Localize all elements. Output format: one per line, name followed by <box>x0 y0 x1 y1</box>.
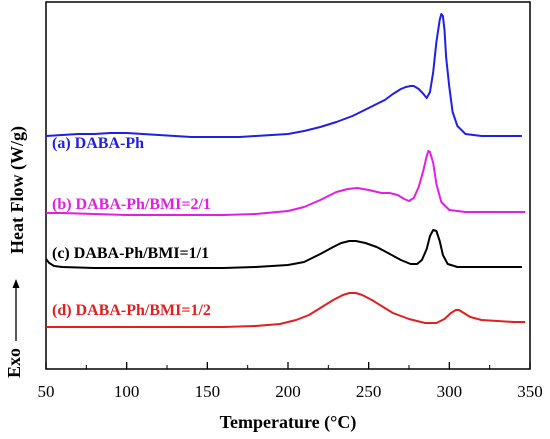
x-axis-title: Temperature (°C) <box>220 412 357 433</box>
x-tick-label-150: 150 <box>195 382 221 401</box>
series-labels: (a) DABA-Ph (b) DABA-Ph/BMI=2/1 (c) DABA-P… <box>52 135 211 319</box>
series-label-2: (c) DABA-Ph/BMI=1/1 <box>52 245 209 262</box>
series-label-3: (d) DABA-Ph/BMI=1/2 <box>52 302 211 319</box>
x-tick-label-350: 350 <box>517 382 543 401</box>
series-label-1: (b) DABA-Ph/BMI=2/1 <box>52 196 211 213</box>
x-tick-label-100: 100 <box>114 382 140 401</box>
exo-indicator: Exo <box>4 279 24 378</box>
x-axis-ticks <box>45 362 531 369</box>
x-axis-tick-labels: 50 100 150 200 250 300 350 <box>38 382 543 401</box>
series-line-0 <box>45 13 522 138</box>
exo-label: Exo <box>4 348 24 378</box>
series-line-3 <box>46 292 526 328</box>
series-line-1 <box>46 150 526 216</box>
x-tick-label-50: 50 <box>38 382 55 401</box>
series-line-2 <box>45 229 522 269</box>
y-axis-title: Heat Flow (W/g) <box>7 126 28 254</box>
x-tick-label-250: 250 <box>356 382 382 401</box>
x-tick-label-200: 200 <box>275 382 301 401</box>
x-tick-label-300: 300 <box>437 382 463 401</box>
series-label-0: (a) DABA-Ph <box>52 135 144 152</box>
series-lines <box>45 13 526 328</box>
exo-arrow-head-icon <box>12 279 20 288</box>
